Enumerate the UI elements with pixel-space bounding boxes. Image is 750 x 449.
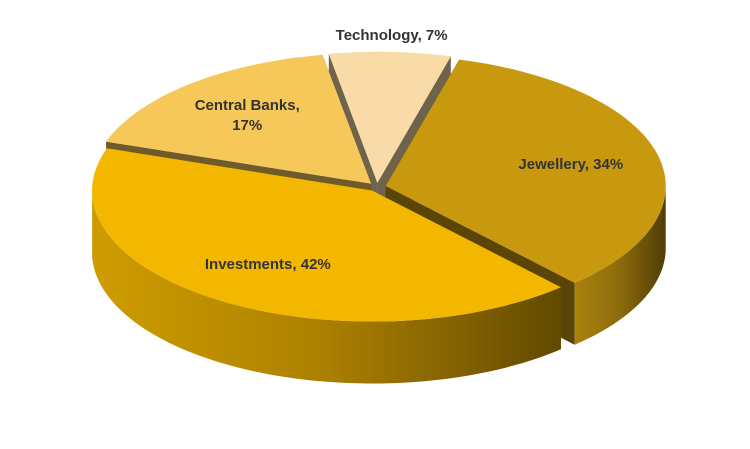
pie-slice	[106, 54, 372, 184]
slice-side	[574, 186, 666, 345]
data-label: Central Banks, 17%	[194, 97, 300, 135]
data-label: Investments, 42%	[204, 256, 331, 274]
slice-side	[92, 190, 561, 384]
pie-slice	[92, 148, 561, 322]
data-label: Jewellery, 34%	[518, 156, 624, 174]
pie-slice	[385, 59, 666, 283]
pie-slice	[328, 51, 451, 183]
data-label: Technology, 7%	[335, 27, 448, 45]
